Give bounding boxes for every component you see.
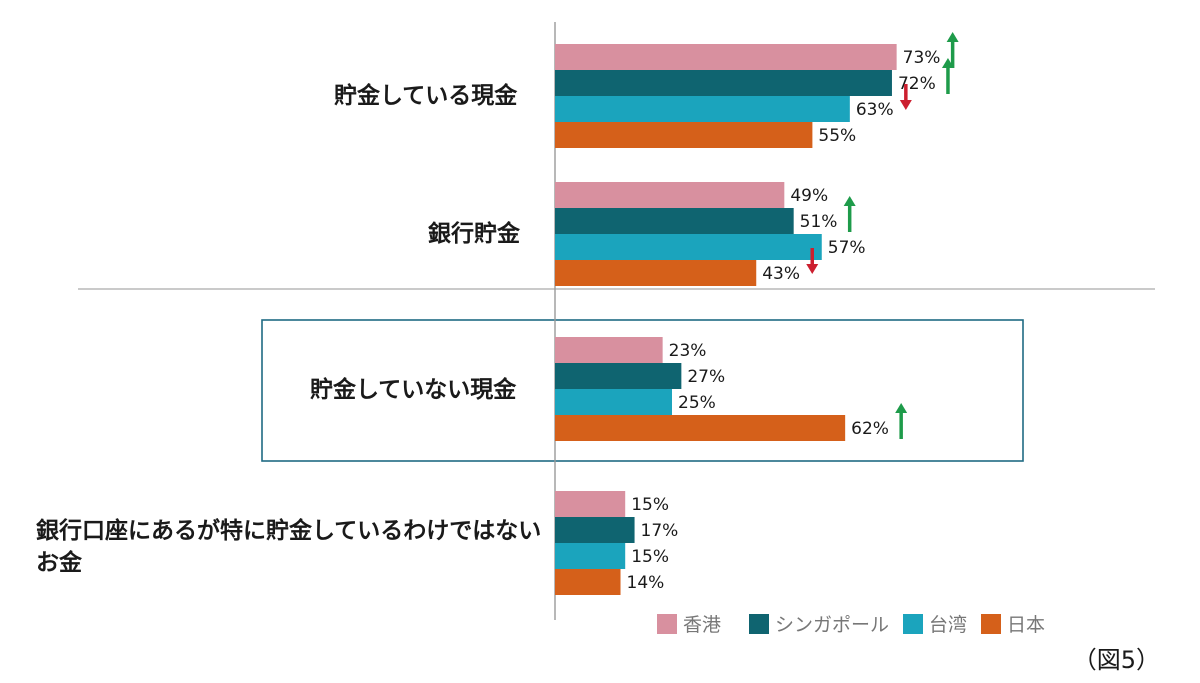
- legend-label-2: 台湾: [929, 614, 967, 636]
- bar-2-3: [555, 415, 846, 441]
- bar-3-1: [555, 517, 635, 543]
- legend-swatch-0: [657, 614, 677, 634]
- legend-swatch-2: [903, 614, 923, 634]
- bar-0-1: [555, 70, 892, 96]
- category-label-3: 銀行口座にあるが特に貯金しているわけではないお金: [36, 518, 542, 576]
- legend-label-3: 日本: [1007, 614, 1045, 636]
- bar-3-0: [555, 491, 626, 517]
- trend-arrow-up-icon: [946, 32, 959, 68]
- bar-1-2: [555, 234, 822, 260]
- value-label-0-1: 72%: [898, 74, 936, 94]
- value-label-2-3: 62%: [851, 419, 889, 439]
- value-label-1-2: 57%: [828, 238, 866, 258]
- bar-0-2: [555, 96, 850, 122]
- value-label-2-2: 25%: [678, 393, 716, 413]
- value-label-1-1: 51%: [800, 212, 838, 232]
- category-label-2: 貯金していない現金: [310, 377, 517, 403]
- legend-label-1: シンガポール: [775, 614, 889, 636]
- value-label-1-0: 49%: [790, 186, 828, 206]
- trend-arrow-down-icon: [899, 84, 912, 110]
- trend-arrow-up-icon: [895, 403, 908, 439]
- bar-3-3: [555, 569, 621, 595]
- bar-2-2: [555, 389, 672, 415]
- bar-1-1: [555, 208, 794, 234]
- value-label-3-3: 14%: [627, 573, 665, 593]
- bar-3-2: [555, 543, 626, 569]
- bar-1-3: [555, 260, 757, 286]
- legend-swatch-1: [749, 614, 769, 634]
- bar-0-3: [555, 122, 813, 148]
- legend-label-0: 香港: [683, 614, 721, 636]
- trend-arrow-down-icon: [806, 248, 819, 274]
- bar-2-1: [555, 363, 682, 389]
- value-label-3-1: 17%: [641, 521, 679, 541]
- value-label-2-1: 27%: [687, 367, 725, 387]
- trend-arrow-up-icon: [941, 58, 954, 94]
- trend-arrow-up-icon: [843, 196, 856, 232]
- value-label-3-2: 15%: [631, 547, 669, 567]
- bar-0-0: [555, 44, 897, 70]
- value-label-1-3: 43%: [762, 264, 800, 284]
- value-label-0-2: 63%: [856, 100, 894, 120]
- highlight-box: [261, 319, 1024, 462]
- legend-swatch-3: [981, 614, 1001, 634]
- category-label-0: 貯金している現金: [334, 83, 518, 109]
- value-label-3-0: 15%: [631, 495, 669, 515]
- bar-1-0: [555, 182, 785, 208]
- value-label-0-0: 73%: [903, 48, 941, 68]
- value-label-0-3: 55%: [818, 126, 856, 146]
- bar-2-0: [555, 337, 663, 363]
- value-label-2-0: 23%: [669, 341, 707, 361]
- figure-label: （図5）: [1072, 646, 1160, 674]
- category-label-1: 銀行貯金: [428, 221, 520, 247]
